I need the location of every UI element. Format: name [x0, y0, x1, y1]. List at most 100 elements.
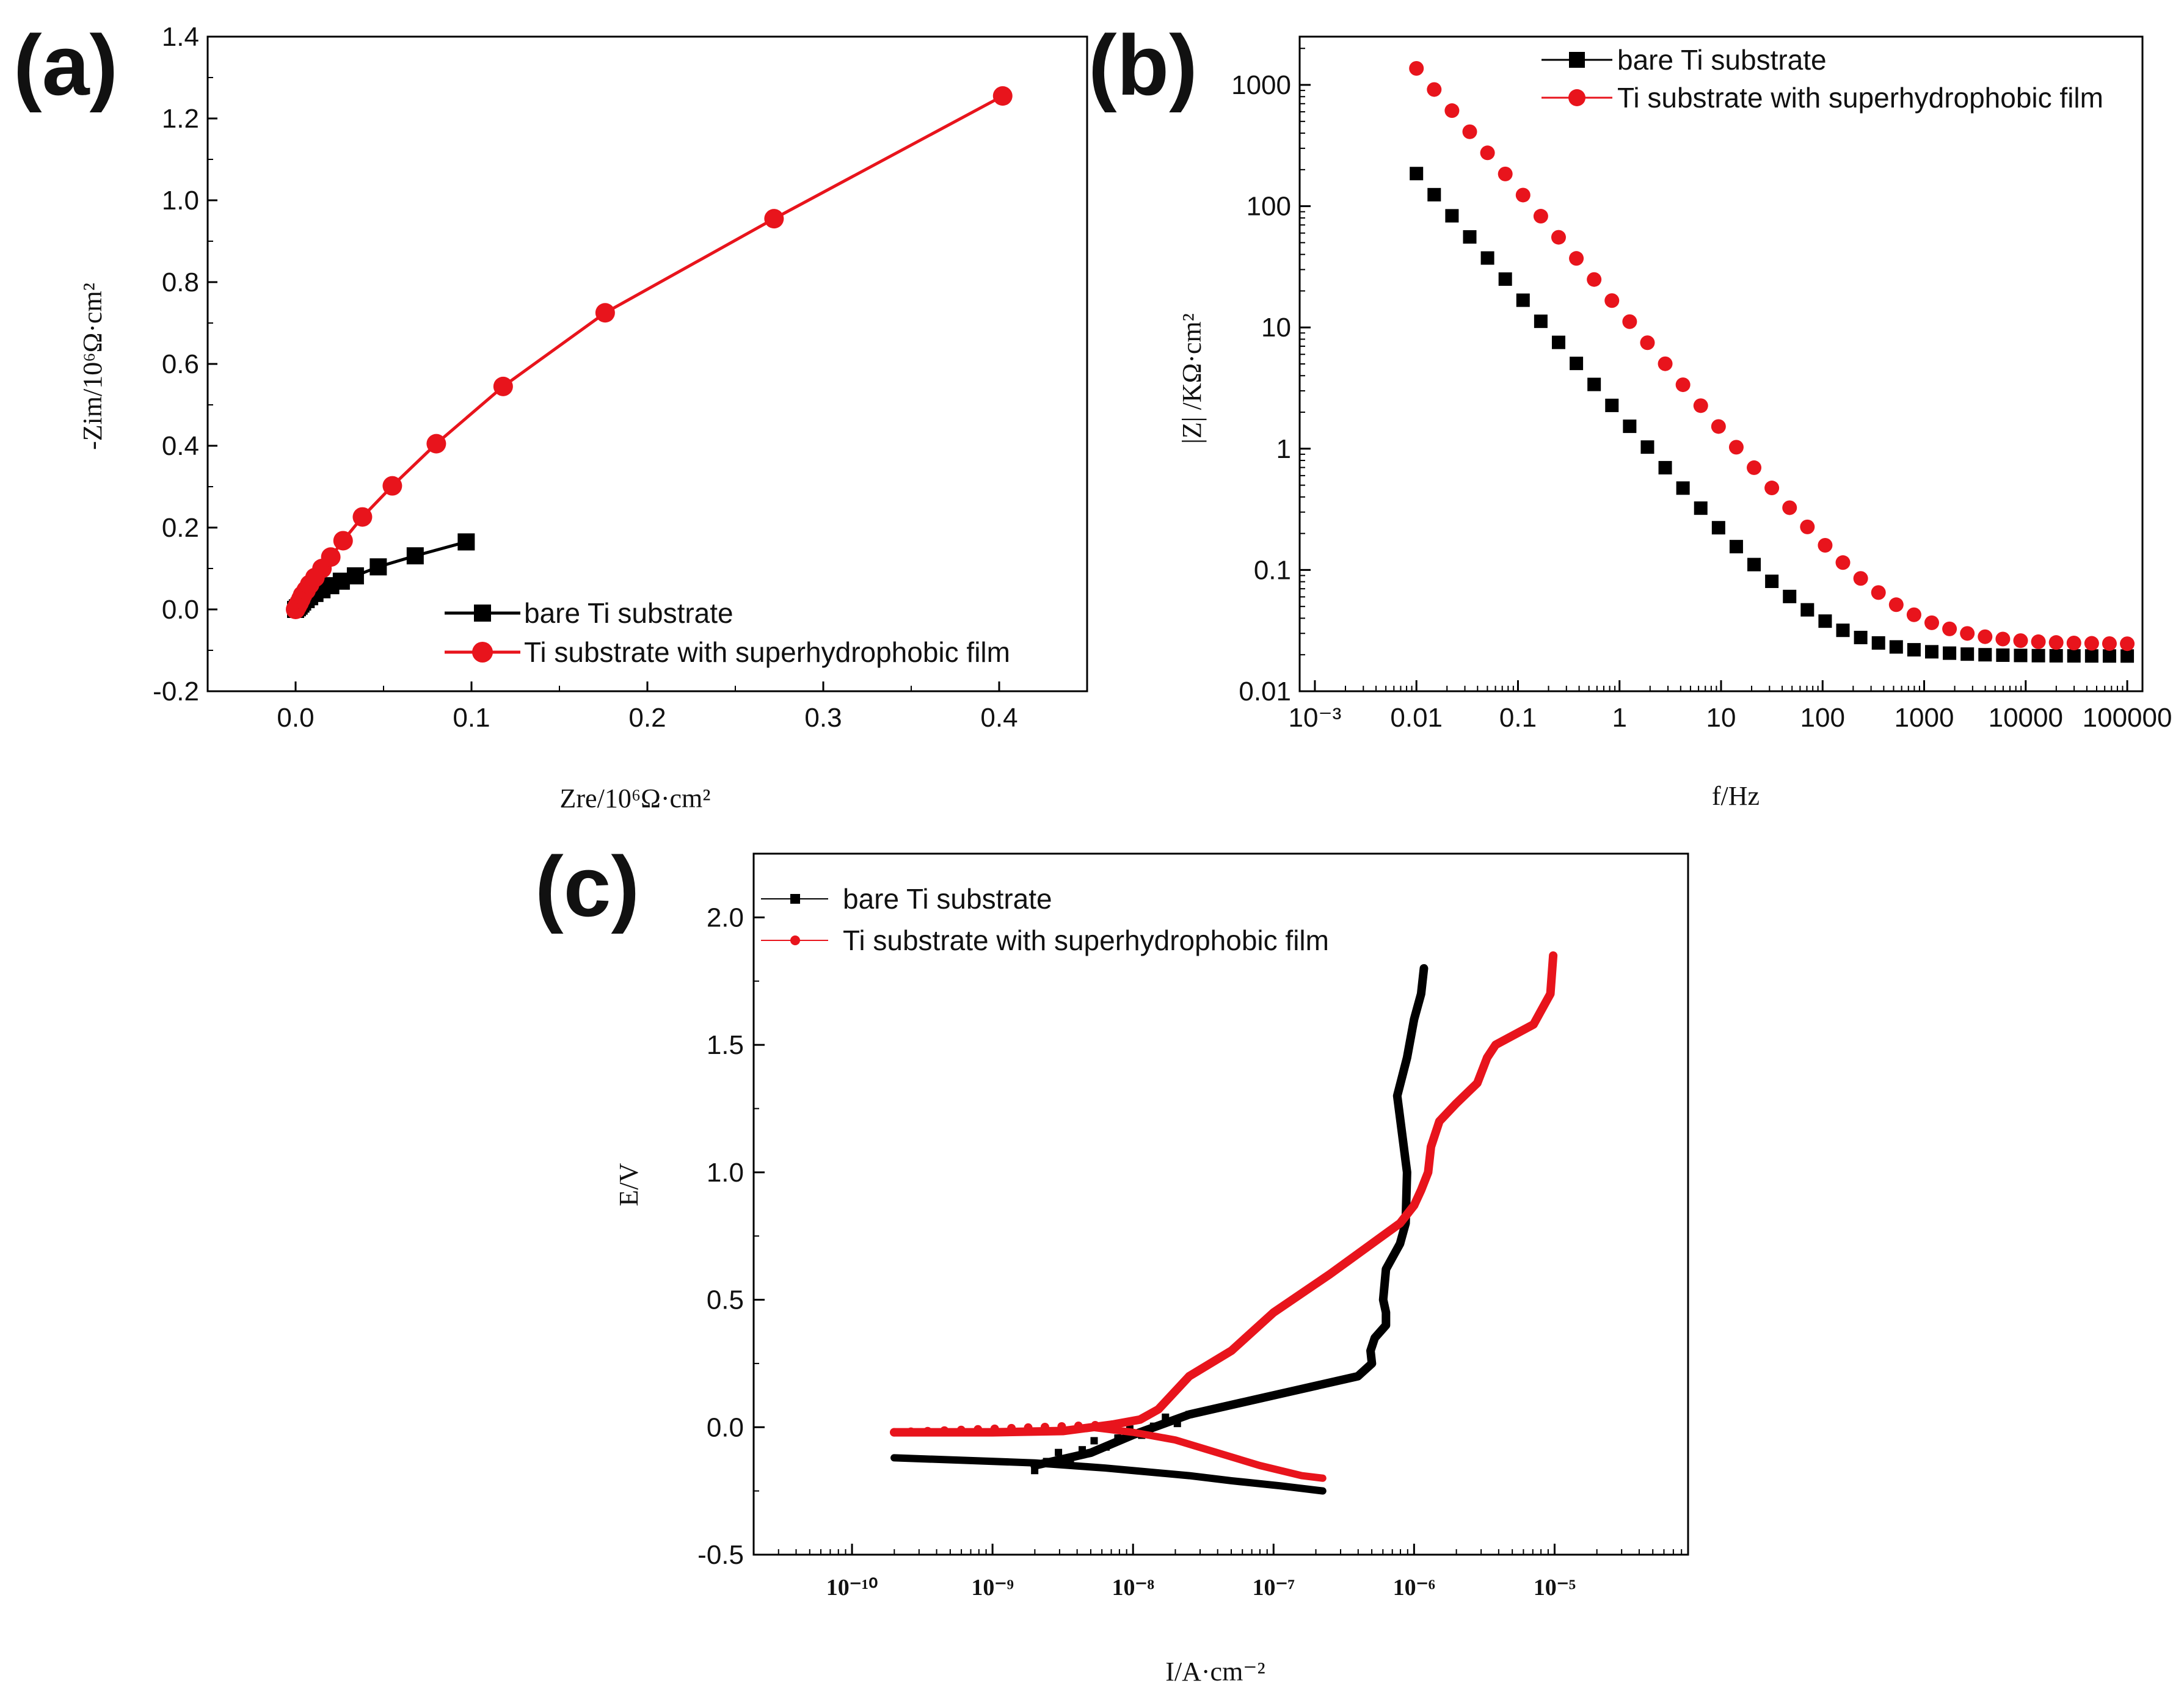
data-point-bare: [1925, 645, 1938, 659]
data-point-bare: [1640, 440, 1654, 454]
y-tick-label-a: 0.4: [162, 431, 199, 461]
x-tick-label-c: 10⁻⁵: [1534, 1575, 1576, 1600]
y-tick-label-c: 0.5: [707, 1285, 744, 1315]
x-tick-label-a: 0.3: [804, 703, 842, 733]
legend-label-film: Ti substrate with superhydrophobic film: [843, 924, 1329, 956]
y-tick-label-b: 10: [1261, 313, 1291, 343]
x-tick-label-c: 10⁻⁸: [1112, 1575, 1154, 1600]
y-tick-label-a: 0.6: [162, 349, 199, 379]
x-tick-label-b: 10⁻³: [1289, 703, 1342, 733]
data-point-film: [1622, 314, 1637, 329]
x-tick-label-c: 10⁻⁶: [1393, 1575, 1435, 1600]
y-tick-label-b: 100: [1247, 192, 1291, 222]
data-point-bare: [1534, 314, 1548, 329]
data-point-bare: [1043, 1458, 1050, 1466]
data-point-film: [1024, 1423, 1033, 1432]
data-point-bare: [1149, 1422, 1157, 1430]
y-tick-label-b: 1: [1276, 434, 1291, 464]
cathodic-branch-bare: [890, 1454, 1327, 1495]
legend-marker-film: [1568, 89, 1585, 106]
x-tick-label-a: 0.1: [453, 703, 490, 733]
y-tick-label-a: 0.8: [162, 267, 199, 297]
data-point-film: [1871, 585, 1886, 600]
data-point-film: [352, 507, 373, 527]
data-point-bare: [406, 547, 424, 565]
data-point-bare: [1031, 1467, 1039, 1475]
data-point-bare: [1836, 623, 1850, 638]
y-tick-label-c: 2.0: [707, 903, 744, 932]
y-tick-label-b: 1000: [1231, 70, 1291, 100]
y-tick-label-c: -0.5: [697, 1540, 744, 1570]
data-point-film: [992, 86, 1013, 106]
data-point-bare: [1090, 1437, 1098, 1445]
panel-c-label: (c): [535, 838, 639, 934]
data-point-film: [1480, 145, 1495, 161]
data-point-film: [923, 1426, 932, 1436]
data-point-film: [1551, 230, 1566, 245]
x-tick-label-c: 10⁻⁷: [1253, 1575, 1295, 1600]
x-tick-label-b: 1: [1612, 703, 1626, 733]
data-point-film: [595, 303, 615, 323]
data-point-film: [2084, 636, 2099, 651]
data-point-film: [1818, 537, 1833, 553]
data-point-film: [1658, 356, 1673, 371]
legend-label-bare: bare Ti substrate: [843, 883, 1052, 915]
data-point-bare: [1996, 648, 2010, 662]
x-tick-label-c: 10⁻⁹: [971, 1575, 1013, 1600]
data-point-film: [940, 1426, 949, 1435]
data-point-bare: [1445, 209, 1459, 223]
data-point-film: [890, 1428, 899, 1437]
x-tick-label-b: 100000: [2083, 703, 2172, 733]
data-point-bare: [1623, 420, 1637, 434]
data-point-film: [990, 1424, 999, 1433]
x-tick-label-b: 0.1: [1499, 703, 1537, 733]
data-point-bare: [1102, 1443, 1110, 1451]
cathodic-branch-film: [1087, 1423, 1327, 1482]
x-tick-label-b: 100: [1800, 703, 1845, 733]
anodic-branch-bare: [1030, 964, 1429, 1470]
data-point-bare: [1765, 574, 1779, 588]
data-point-bare: [1783, 589, 1797, 603]
y-tick-label-c: 1.5: [707, 1030, 744, 1060]
y-tick-label-a: 0.2: [162, 513, 199, 543]
panel-b-label: (b): [1088, 17, 1198, 113]
data-point-bare: [1694, 501, 1708, 515]
legend-label-bare: bare Ti substrate: [1617, 44, 1827, 76]
y-tick-label-b: 0.1: [1254, 555, 1291, 585]
data-point-film: [1693, 398, 1708, 413]
data-point-bare: [1079, 1446, 1087, 1454]
data-point-bare: [2084, 649, 2098, 663]
x-tick-label-a: 0.4: [980, 703, 1017, 733]
data-point-film: [1995, 631, 2011, 647]
data-point-film: [1515, 187, 1531, 203]
data-point-bare: [1185, 1411, 1193, 1418]
data-point-bare: [1871, 636, 1885, 650]
y-tick-label-a: 1.0: [162, 186, 199, 216]
data-point-bare: [1570, 357, 1584, 371]
data-point-film: [333, 531, 353, 551]
anodic-branch-film: [890, 951, 1558, 1437]
legend-label-film: Ti substrate with superhydrophobic film: [1617, 82, 2103, 114]
panel-c-ylabel: E/V: [614, 1163, 644, 1206]
data-point-bare: [1943, 646, 1957, 660]
panel-b-xlabel: f/Hz: [1712, 781, 1760, 811]
data-point-bare: [2120, 649, 2135, 663]
data-point-bare: [2031, 648, 2045, 663]
data-point-bare: [1711, 521, 1725, 535]
panel-a: (a) 0.0 0.1 0.2 0.3 0.4 -0.2 0.0 0.2 0.4 0.6 0.8 1.…: [13, 17, 1088, 813]
data-point-bare: [1978, 648, 1992, 662]
data-point-bare: [1854, 631, 1868, 645]
data-point-bare: [1410, 167, 1424, 181]
data-point-bare: [346, 567, 364, 585]
legend-label-film: Ti substrate with superhydrophobic film: [524, 636, 1010, 668]
data-point-film: [1675, 377, 1691, 393]
data-point-film: [1711, 419, 1726, 434]
data-point-film: [1835, 555, 1851, 570]
data-point-film: [1057, 1422, 1066, 1431]
panel-b-frame: [1298, 35, 2144, 692]
data-point-film: [1978, 629, 1993, 644]
data-point-film: [2013, 633, 2028, 648]
data-point-film: [1007, 1423, 1016, 1433]
data-point-film: [2120, 636, 2135, 652]
data-point-film: [1107, 1420, 1116, 1429]
